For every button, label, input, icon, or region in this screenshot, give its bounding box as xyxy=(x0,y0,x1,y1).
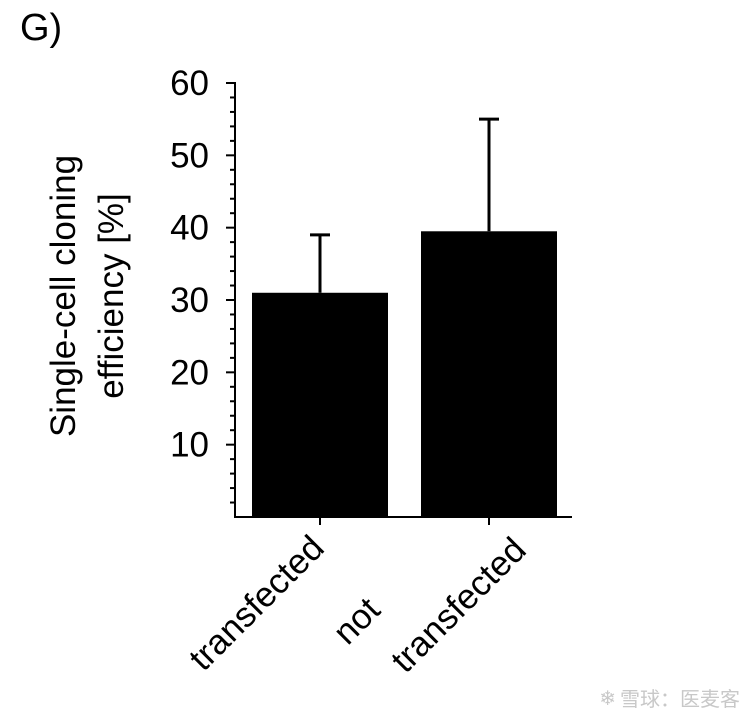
bars-group xyxy=(252,231,557,518)
y-axis-title: Single-cell cloning efficiency [%] xyxy=(44,155,131,437)
y-ticks-group: 10 20 30 40 50 60 xyxy=(170,64,235,504)
error-bars-group xyxy=(310,117,499,293)
y-tick-label: 20 xyxy=(170,353,209,392)
y-axis-title-line: Single-cell cloning xyxy=(44,155,83,437)
y-axis-title-line: efficiency [%] xyxy=(92,193,131,399)
snowball-logo-icon: ❄ xyxy=(599,685,616,710)
watermark: ❄ 雪球：医麦客 xyxy=(599,683,740,712)
x-category-label: not xyxy=(326,590,388,652)
panel-label: G) xyxy=(20,7,62,49)
y-tick-label: 10 xyxy=(170,426,209,465)
y-tick-label: 30 xyxy=(170,281,209,320)
y-tick-label: 50 xyxy=(170,136,209,175)
x-category-label: transfected xyxy=(384,530,534,680)
watermark-text: 雪球：医麦客 xyxy=(620,687,740,711)
y-tick-label: 60 xyxy=(170,64,209,103)
y-tick-label: 40 xyxy=(170,209,209,248)
x-category-label: transfected xyxy=(182,528,332,678)
bar xyxy=(421,231,557,518)
bar xyxy=(252,292,388,517)
